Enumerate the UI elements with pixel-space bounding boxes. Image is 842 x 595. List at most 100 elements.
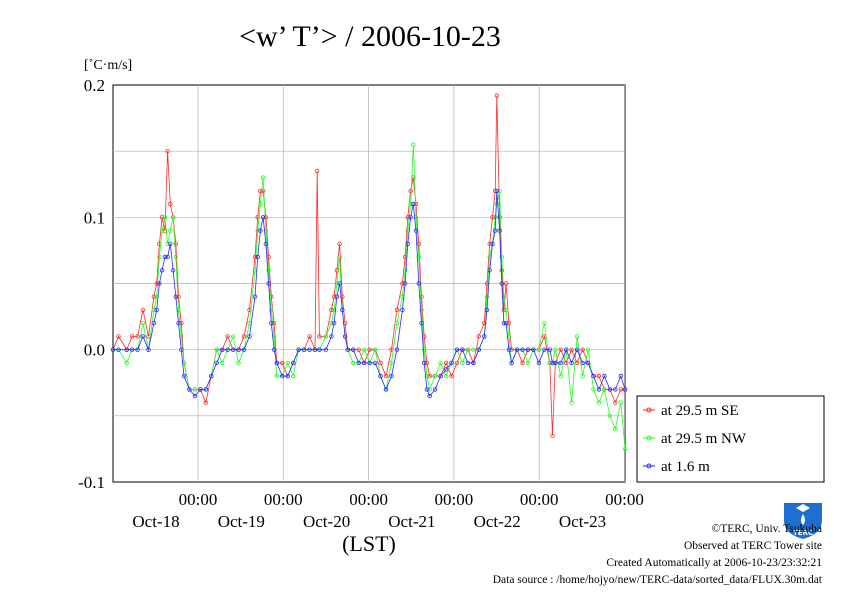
data-point <box>337 281 342 286</box>
y-tick-label: 0.0 <box>84 341 105 360</box>
legend-box <box>636 395 825 483</box>
data-point <box>499 281 504 286</box>
data-point <box>438 360 443 366</box>
data-point <box>596 373 602 379</box>
data-point <box>542 347 547 352</box>
data-point <box>454 360 460 366</box>
data-point <box>255 254 260 260</box>
data-point <box>260 175 266 180</box>
x-tick-time: 00:00 <box>264 490 303 509</box>
data-point <box>263 241 269 246</box>
data-point <box>146 347 151 352</box>
data-point <box>151 321 157 326</box>
x-tick-date: Oct-19 <box>218 512 265 531</box>
data-point <box>432 387 438 392</box>
data-point <box>274 360 279 366</box>
data-point <box>482 321 487 326</box>
data-point <box>219 360 225 366</box>
data-point <box>285 373 290 379</box>
data-point <box>509 360 514 366</box>
data-point <box>476 334 481 339</box>
data-point <box>151 294 157 299</box>
data-point <box>269 307 274 313</box>
data-point <box>296 347 301 352</box>
data-point <box>487 241 492 246</box>
data-point <box>129 334 135 339</box>
data-point <box>525 347 531 352</box>
data-point <box>135 334 140 339</box>
data-point <box>413 228 419 233</box>
data-point <box>274 373 279 379</box>
data-point <box>622 446 628 452</box>
data-point <box>173 294 178 299</box>
data-point <box>449 373 454 379</box>
data-point <box>443 367 449 372</box>
data-point <box>252 254 258 260</box>
data-point <box>241 334 247 339</box>
data-point <box>383 373 389 379</box>
data-series <box>110 93 628 452</box>
data-point <box>394 347 400 352</box>
data-point <box>124 347 129 352</box>
data-point <box>580 373 585 379</box>
data-point <box>225 347 230 352</box>
data-point <box>564 360 569 366</box>
data-point <box>525 360 531 366</box>
data-point <box>547 360 552 366</box>
data-point <box>564 347 569 352</box>
data-point <box>307 334 312 339</box>
data-point <box>591 373 596 379</box>
data-point <box>494 93 499 98</box>
data-point <box>580 347 585 352</box>
data-point <box>389 360 394 366</box>
data-point <box>424 387 430 392</box>
data-point <box>408 215 413 220</box>
data-point <box>503 321 509 326</box>
x-tick-date: Oct-20 <box>303 512 350 531</box>
data-point <box>230 334 236 339</box>
data-point <box>236 347 241 352</box>
data-point <box>337 241 342 246</box>
data-point <box>135 347 140 352</box>
data-point <box>506 347 512 352</box>
data-point <box>367 347 372 352</box>
data-point <box>337 254 342 260</box>
data-point <box>405 228 410 233</box>
data-point <box>263 215 269 220</box>
data-point <box>613 387 618 392</box>
data-point <box>413 201 419 207</box>
data-point <box>263 228 269 233</box>
data-point <box>400 294 405 299</box>
logo-text: TERC <box>793 529 813 537</box>
data-point <box>607 387 613 392</box>
data-point <box>331 307 337 313</box>
data-point <box>503 307 509 313</box>
logo-roof-icon <box>796 504 810 512</box>
data-point <box>596 387 602 392</box>
data-point <box>317 347 322 352</box>
data-point <box>618 400 623 405</box>
data-point <box>362 347 367 352</box>
data-point <box>209 373 214 379</box>
data-point <box>405 241 410 246</box>
data-point <box>340 294 345 299</box>
data-point <box>400 307 405 313</box>
data-point <box>503 281 509 286</box>
data-point <box>225 334 230 339</box>
data-point <box>323 334 329 339</box>
data-point <box>501 321 507 326</box>
data-point <box>173 241 178 246</box>
data-point <box>497 188 502 194</box>
data-point <box>484 307 490 313</box>
data-point <box>411 201 416 207</box>
data-point <box>280 360 285 366</box>
data-point <box>449 360 454 366</box>
data-point <box>162 215 168 220</box>
data-point <box>427 373 432 379</box>
legend-swatch-marker <box>646 407 652 413</box>
footer-copyright: ©TERC, Univ. Tsukuba <box>712 523 822 535</box>
data-point <box>165 241 170 246</box>
data-point <box>476 347 481 352</box>
data-point <box>465 360 471 366</box>
